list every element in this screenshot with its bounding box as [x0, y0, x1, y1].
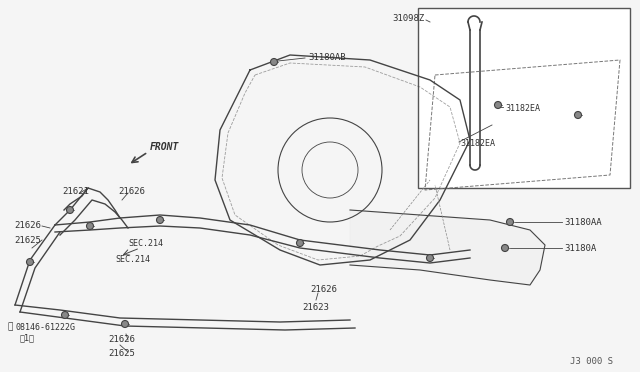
Circle shape [506, 218, 513, 225]
Circle shape [86, 222, 93, 230]
Text: 31180AB: 31180AB [308, 52, 346, 61]
Circle shape [61, 311, 68, 318]
Text: 21625: 21625 [14, 235, 41, 244]
Text: 21621: 21621 [62, 186, 89, 196]
Circle shape [426, 254, 433, 262]
Text: J3 000 S: J3 000 S [570, 357, 613, 366]
Text: 21626: 21626 [118, 186, 145, 196]
Text: 31180AA: 31180AA [564, 218, 602, 227]
Text: 31182EA: 31182EA [460, 138, 495, 148]
Text: 08146-61222G: 08146-61222G [16, 323, 76, 331]
Bar [418, 8, 630, 188]
Circle shape [575, 112, 582, 119]
Circle shape [26, 259, 33, 266]
Text: SEC.214: SEC.214 [128, 238, 163, 247]
Text: 31180A: 31180A [564, 244, 596, 253]
Text: 31098Z: 31098Z [392, 13, 424, 22]
Text: 21623: 21623 [302, 304, 329, 312]
Text: 21626: 21626 [108, 336, 135, 344]
Circle shape [502, 244, 509, 251]
Circle shape [157, 217, 163, 224]
Circle shape [122, 321, 129, 327]
Text: （1）: （1） [20, 334, 35, 343]
Text: 21625: 21625 [108, 349, 135, 357]
Text: FRONT: FRONT [150, 142, 179, 152]
Circle shape [495, 102, 502, 109]
Text: 21626: 21626 [14, 221, 41, 230]
Circle shape [271, 58, 278, 65]
Text: SEC.214: SEC.214 [115, 256, 150, 264]
Circle shape [296, 240, 303, 247]
Text: 21626: 21626 [310, 285, 337, 295]
Polygon shape [350, 210, 545, 285]
Text: 31182EA: 31182EA [505, 103, 540, 112]
Text: Ⓑ: Ⓑ [8, 323, 13, 331]
Circle shape [67, 206, 74, 214]
